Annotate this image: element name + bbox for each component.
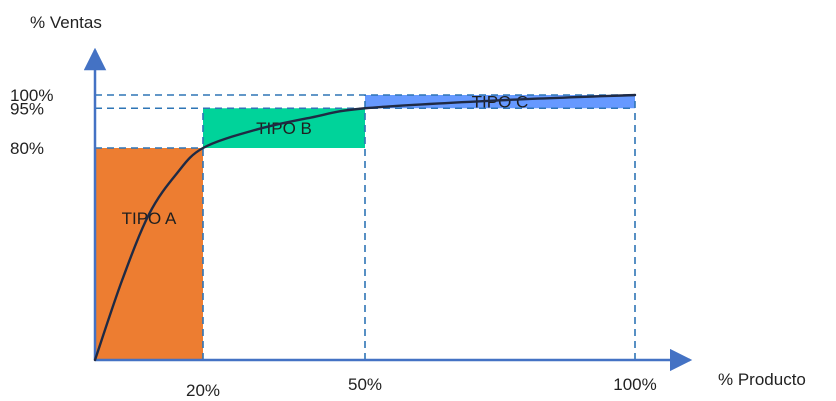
tipo-b-zone bbox=[203, 108, 365, 148]
axes bbox=[83, 47, 693, 372]
tipo-c-label: TIPO C bbox=[472, 93, 529, 112]
x-tick-20: 20% bbox=[186, 381, 220, 400]
x-tick-100: 100% bbox=[613, 375, 656, 394]
tick-labels: 80%95%100%20% 50% 100% bbox=[10, 86, 657, 400]
cumulative-curve bbox=[93, 93, 637, 362]
y-axis-title: % Ventas bbox=[30, 13, 102, 32]
y-tick-95: 95% bbox=[10, 99, 44, 118]
tipo-a-zone bbox=[95, 148, 203, 360]
tipo-b-label: TIPO B bbox=[256, 119, 312, 138]
x-axis-title: % Producto bbox=[718, 370, 806, 389]
x-tick-50: 50% bbox=[348, 375, 382, 394]
y-tick-100: 100% bbox=[10, 86, 53, 105]
guide-lines bbox=[95, 94, 636, 360]
tipo-a-label: TIPO A bbox=[122, 209, 177, 228]
curve-layer bbox=[93, 93, 637, 362]
y-tick-80: 80% bbox=[10, 139, 44, 158]
